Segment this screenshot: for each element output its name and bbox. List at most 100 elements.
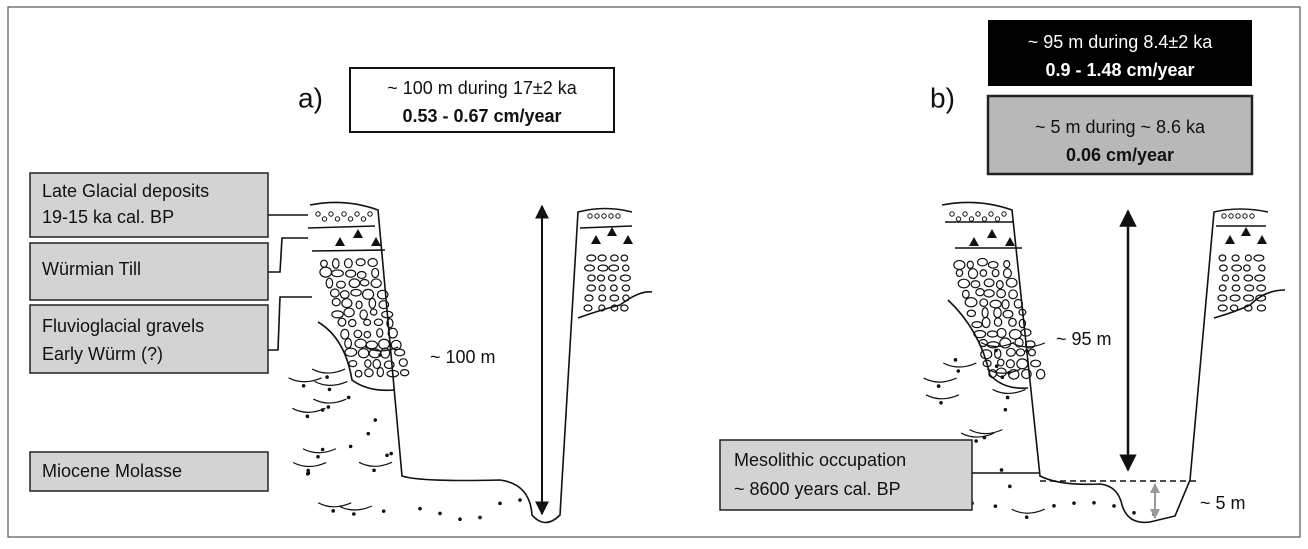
gravel [341, 211, 347, 217]
gravel [1243, 294, 1255, 302]
molasse-bed [338, 505, 373, 511]
gravel [398, 358, 408, 367]
molasse-bed [313, 398, 347, 404]
gravel [363, 330, 372, 339]
gravel [1021, 368, 1032, 380]
layer-boundary [307, 225, 653, 392]
gravel [1002, 268, 1012, 279]
molasse-dot [348, 444, 353, 449]
molasse-dot [373, 418, 378, 422]
gravel [331, 269, 344, 278]
molasse-dot [1008, 484, 1012, 489]
molasse-dot [1024, 515, 1029, 520]
gravel [976, 257, 988, 267]
till [1241, 227, 1251, 236]
gravel [967, 268, 979, 280]
gravel [996, 358, 1005, 367]
gravel [608, 264, 620, 272]
molasse-dot [974, 439, 978, 443]
gravel [598, 304, 606, 312]
gravel [378, 300, 390, 310]
gravel [594, 213, 600, 219]
gravel [983, 278, 995, 288]
gravel [586, 254, 597, 262]
gravel [331, 310, 344, 319]
floor-dot [438, 511, 442, 516]
molasse-dot [352, 512, 356, 516]
gravel [360, 216, 367, 222]
gravel [953, 259, 966, 271]
molasse-bed [292, 407, 326, 413]
gravel [975, 211, 981, 217]
gravel [1231, 254, 1240, 262]
gravel [364, 359, 372, 368]
gravel [334, 216, 341, 222]
floor-dot [458, 517, 462, 522]
molasse-dot [956, 369, 961, 373]
gravel [354, 211, 360, 217]
gravel [325, 277, 334, 289]
gravel [983, 289, 995, 298]
molasse-dot [325, 375, 329, 379]
molasse-bed [358, 461, 393, 467]
gravel [1242, 264, 1251, 272]
gravel [619, 274, 631, 282]
molasse-bed [302, 448, 337, 454]
occupation-box [719, 439, 973, 511]
gravel [1001, 211, 1007, 217]
till [1005, 237, 1015, 246]
gravel [354, 338, 367, 349]
molasse-bed [314, 380, 348, 386]
gravel [399, 369, 410, 377]
gravel [339, 290, 350, 299]
gravel [587, 213, 593, 219]
gravel [356, 270, 367, 280]
gravel [1218, 254, 1227, 262]
gravel [615, 213, 621, 219]
layer-box [29, 242, 269, 301]
molasse-dot [939, 401, 943, 405]
gravel [376, 366, 385, 378]
gravel [348, 359, 358, 368]
floor-dot [1072, 501, 1076, 505]
gravel [359, 278, 370, 287]
gravel [365, 340, 379, 350]
molasse-dot [320, 447, 325, 452]
gravel [321, 216, 328, 222]
gravel [1005, 277, 1018, 288]
till [987, 229, 997, 238]
gravel [369, 308, 378, 316]
gravel [344, 337, 353, 349]
rate-text: 0.9 - 1.48 cm/year [1045, 60, 1194, 80]
gravel [1228, 213, 1234, 219]
gravel [361, 288, 375, 300]
molasse-bed [969, 429, 1003, 435]
till [591, 235, 601, 244]
gravel [598, 284, 606, 292]
till [335, 237, 345, 246]
gravel [957, 278, 971, 289]
gravel [608, 213, 614, 219]
gravel [1035, 368, 1046, 380]
molasse-bed [943, 362, 977, 368]
gravel [341, 298, 353, 309]
floor-dot [1112, 504, 1116, 508]
gravel [620, 254, 629, 262]
gravel [354, 369, 363, 378]
gravel [1008, 289, 1018, 300]
gravel [583, 304, 593, 312]
gravel [1258, 264, 1266, 272]
till [969, 237, 979, 246]
gravel [1249, 213, 1255, 219]
gorge-outline [309, 201, 633, 524]
gravel [993, 317, 1003, 327]
molasse-dot [385, 453, 389, 458]
molasse-dot [301, 383, 306, 388]
molasse-dot [1005, 395, 1010, 400]
molasse-dot [331, 509, 336, 513]
rate-box [986, 94, 1254, 176]
gravel [607, 274, 617, 282]
gravel [981, 216, 988, 222]
molasse-dot [994, 364, 999, 369]
